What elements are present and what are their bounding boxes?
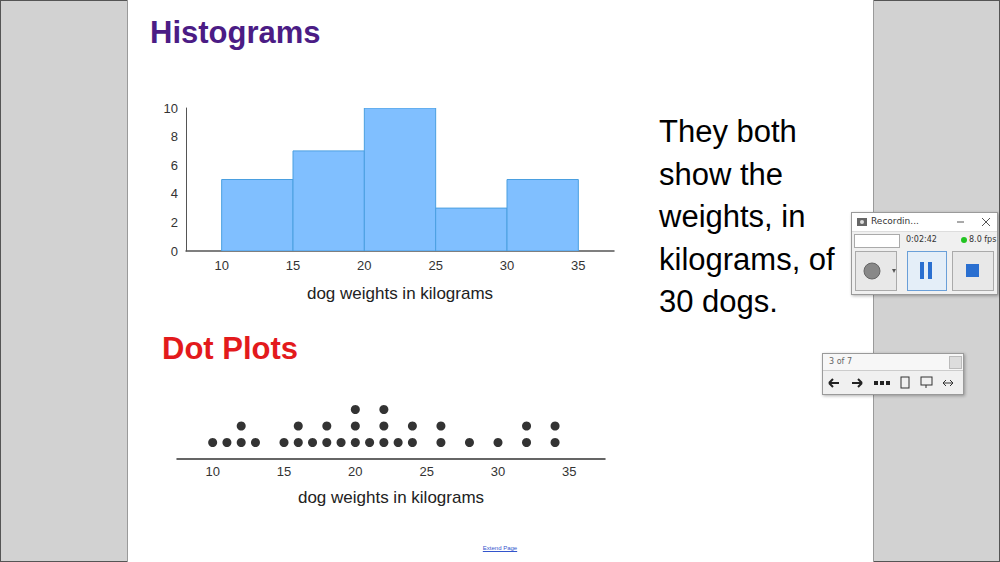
svg-text:2: 2 <box>171 215 178 230</box>
svg-text:10: 10 <box>214 258 228 273</box>
html-text:Recordin...: Recordin... <box>871 216 919 226</box>
svg-text:0: 0 <box>171 244 178 259</box>
svg-text:Histograms: Histograms <box>150 15 321 50</box>
svg-text:10: 10 <box>205 464 219 479</box>
svg-text:20: 20 <box>348 464 362 479</box>
svg-text:25: 25 <box>428 258 442 273</box>
html-text:3 of 7: 3 of 7 <box>829 357 852 366</box>
svg-text:4: 4 <box>171 186 178 201</box>
html-text:weights, in: weights, in <box>659 199 806 234</box>
svg-text:10: 10 <box>164 101 178 116</box>
svg-text:35: 35 <box>571 258 585 273</box>
svg-text:20: 20 <box>357 258 371 273</box>
html-text:They both: They both <box>659 114 797 149</box>
svg-text:15: 15 <box>286 258 300 273</box>
html-text:0:02:42: 0:02:42 <box>906 235 937 244</box>
html-text:kilograms, of: kilograms, of <box>659 241 835 277</box>
svg-text:dog weights in kilograms: dog weights in kilograms <box>307 284 493 303</box>
html-text:8.0 fps: 8.0 fps <box>969 235 997 244</box>
svg-text:8: 8 <box>171 129 178 144</box>
svg-text:Dot Plots: Dot Plots <box>162 331 298 366</box>
svg-text:30: 30 <box>500 258 514 273</box>
svg-text:30: 30 <box>491 464 505 479</box>
html-text:30 dogs.: 30 dogs. <box>659 284 778 319</box>
svg-text:6: 6 <box>171 158 178 173</box>
html-text:Extend Page: Extend Page <box>482 545 518 551</box>
svg-text:dog weights in kilograms: dog weights in kilograms <box>298 488 484 507</box>
html-text:show the: show the <box>659 156 784 192</box>
svg-text:35: 35 <box>562 464 576 479</box>
svg-text:25: 25 <box>419 464 433 479</box>
svg-text:15: 15 <box>277 464 291 479</box>
